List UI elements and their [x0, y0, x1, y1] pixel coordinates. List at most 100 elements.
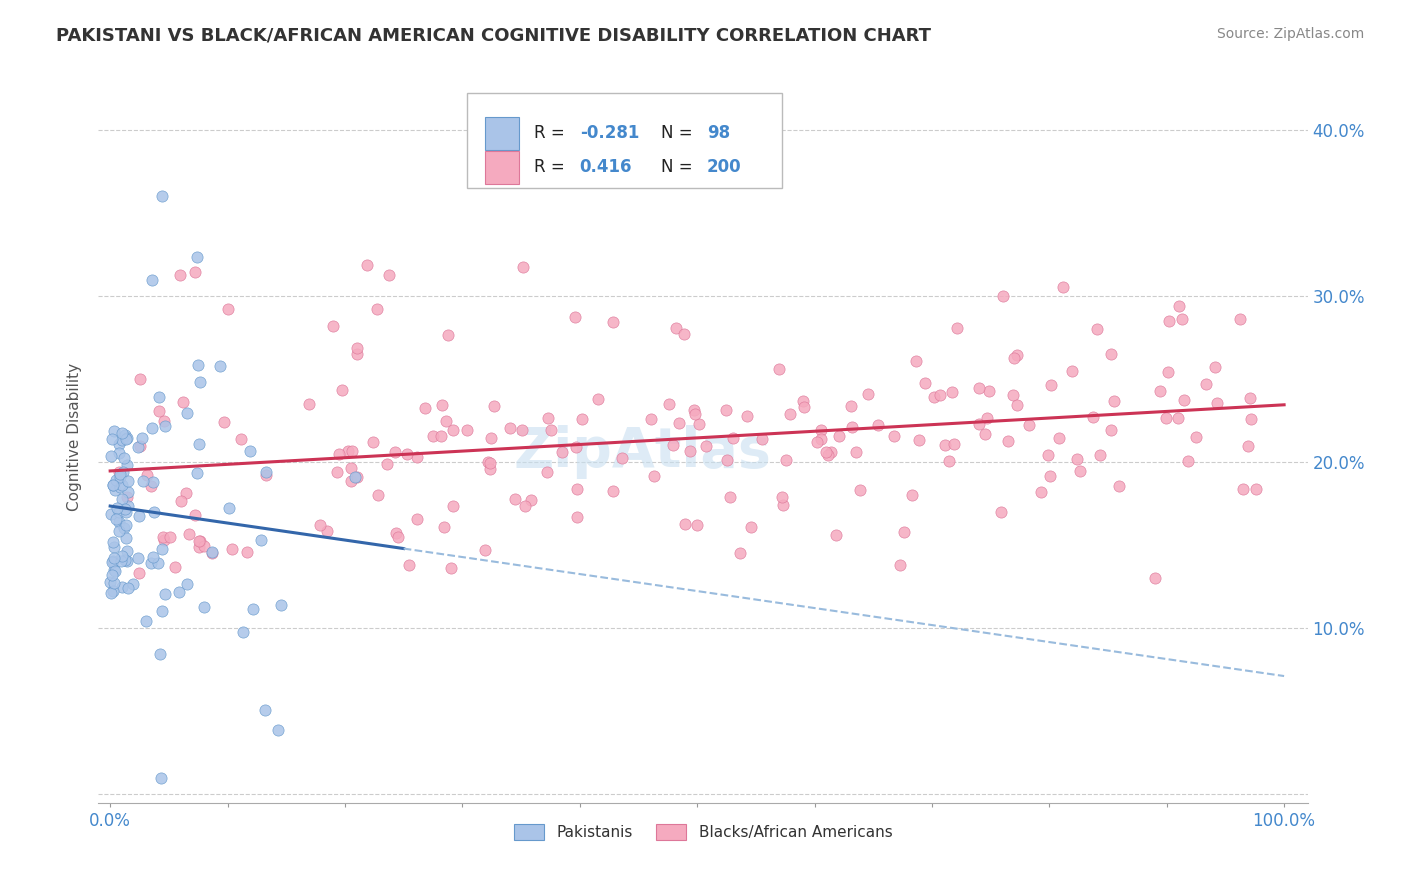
Point [440, 560, 463, 574]
Point [610, 450, 633, 465]
Point [148, 556, 170, 570]
Point [201, 546, 224, 560]
Point [482, 399, 505, 413]
Point [973, 427, 995, 442]
Point [111, 465, 134, 479]
Point [673, 516, 696, 531]
Point [344, 470, 367, 484]
Point [111, 425, 134, 440]
Text: 0.416: 0.416 [579, 159, 633, 177]
Point [366, 302, 388, 317]
Point [188, 376, 211, 390]
Point [387, 530, 409, 544]
Point [105, 512, 128, 526]
Point [1066, 451, 1088, 466]
Point [117, 484, 139, 499]
Point [193, 600, 215, 615]
Point [1232, 482, 1254, 496]
Point [779, 407, 801, 421]
Point [114, 517, 136, 532]
Point [441, 423, 464, 437]
Point [924, 390, 946, 404]
Point [967, 417, 990, 431]
Point [346, 347, 368, 361]
Point [868, 417, 890, 432]
Point [143, 506, 166, 520]
Point [110, 480, 132, 494]
Point [1185, 430, 1208, 444]
Point [148, 404, 170, 418]
Text: 200: 200 [707, 159, 741, 177]
Point [839, 399, 862, 413]
Text: 98: 98 [707, 124, 730, 142]
Point [100, 449, 122, 463]
Text: R =: R = [534, 124, 569, 142]
Point [1157, 366, 1180, 380]
Point [150, 771, 173, 785]
Point [177, 527, 200, 541]
Point [141, 273, 163, 287]
Point [108, 470, 131, 484]
Point [115, 431, 138, 445]
Point [772, 498, 794, 512]
Point [183, 508, 205, 523]
Point [128, 372, 150, 386]
Point [111, 549, 134, 563]
Point [1167, 410, 1189, 425]
Point [385, 526, 408, 541]
Point [1018, 418, 1040, 433]
Point [117, 474, 139, 488]
Point [115, 505, 138, 519]
Point [1244, 482, 1267, 496]
Point [824, 528, 846, 542]
Point [103, 584, 125, 599]
Point [115, 490, 138, 504]
Point [165, 560, 187, 574]
Point [378, 268, 401, 283]
Point [688, 417, 710, 432]
Point [602, 484, 624, 499]
Point [356, 258, 378, 272]
Y-axis label: Cognitive Disability: Cognitive Disability [67, 363, 83, 511]
Point [1157, 314, 1180, 328]
Point [111, 580, 134, 594]
Point [328, 447, 350, 461]
Point [186, 251, 208, 265]
Point [938, 454, 960, 468]
Point [1177, 454, 1199, 468]
Point [336, 443, 359, 458]
Text: -0.281: -0.281 [579, 124, 640, 142]
Point [1239, 391, 1261, 405]
Point [1171, 312, 1194, 326]
Point [564, 440, 586, 454]
Point [141, 421, 163, 435]
Point [242, 602, 264, 616]
Point [108, 524, 131, 538]
Point [602, 315, 624, 329]
Point [662, 438, 685, 452]
Point [683, 407, 706, 421]
Point [1052, 280, 1074, 294]
Point [658, 397, 681, 411]
Point [640, 412, 662, 426]
Point [430, 398, 453, 412]
Point [499, 421, 522, 435]
Point [695, 440, 717, 454]
Point [441, 499, 464, 513]
Point [1229, 311, 1251, 326]
Point [186, 466, 208, 480]
Point [942, 436, 965, 450]
Point [187, 534, 209, 549]
Point [716, 453, 738, 467]
Point [131, 474, 153, 488]
Point [976, 410, 998, 425]
Point [384, 445, 406, 459]
Legend: Pakistanis, Blacks/African Americans: Pakistanis, Blacks/African Americans [508, 818, 898, 847]
Point [188, 534, 211, 549]
Point [723, 431, 745, 445]
Point [325, 465, 347, 479]
Point [817, 448, 839, 462]
Point [537, 411, 560, 425]
Point [254, 703, 277, 717]
Point [142, 549, 165, 564]
